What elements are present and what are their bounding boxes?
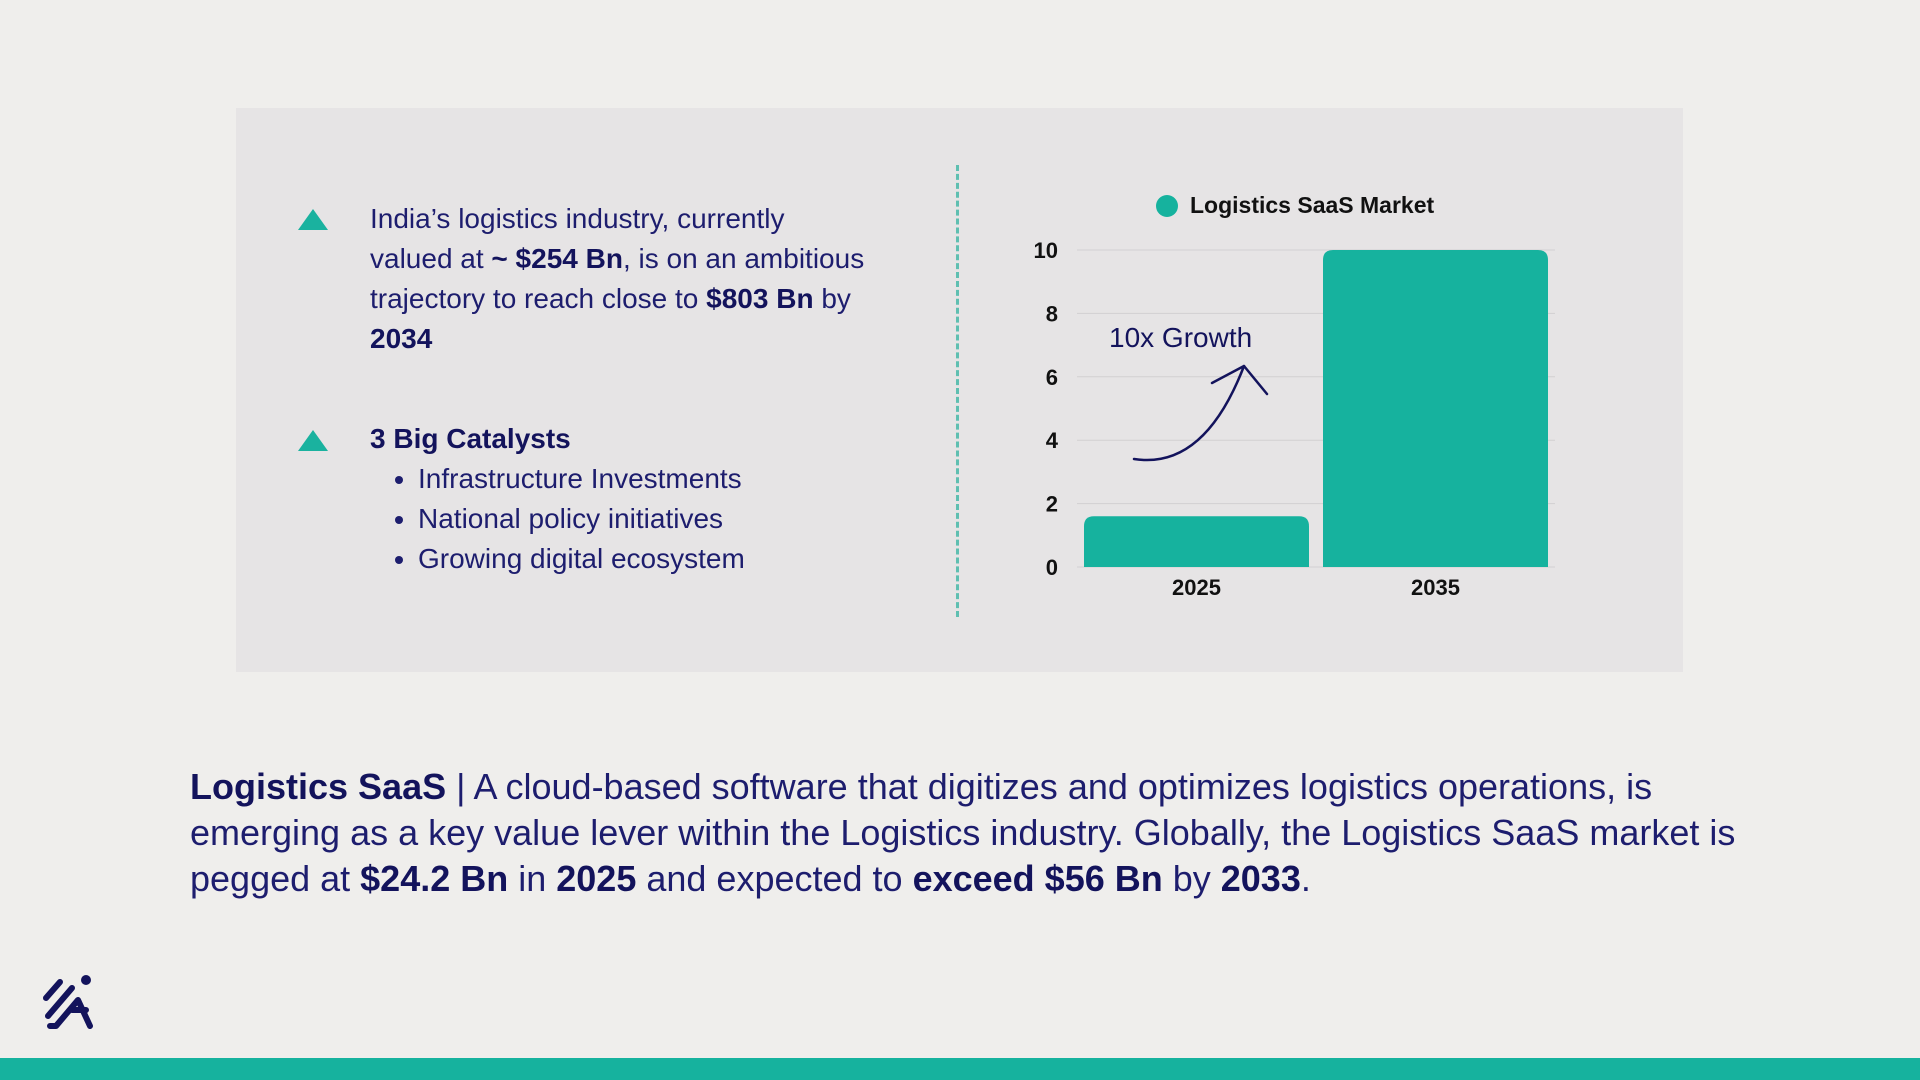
para-text-2: , is on an ambitious trajectory to reach… bbox=[370, 243, 865, 314]
para-text-1: India’s logistics industry, currently va… bbox=[370, 203, 785, 274]
catalysts-title: 3 Big Catalysts bbox=[370, 423, 571, 454]
para-target-value: $803 Bn bbox=[706, 283, 814, 314]
bar-2035 bbox=[1323, 250, 1548, 567]
bottom-accent-bar bbox=[0, 1058, 1920, 1080]
summary-2025-value: $24.2 Bn bbox=[360, 858, 509, 899]
growth-arrow-icon bbox=[1132, 364, 1246, 462]
y-tick-label: 4 bbox=[1046, 428, 1059, 453]
catalyst-item: Growing digital ecosystem bbox=[370, 539, 890, 579]
catalyst-item: National policy initiatives bbox=[370, 499, 890, 539]
x-tick-label: 2035 bbox=[1411, 575, 1460, 600]
legend-label: Logistics SaaS Market bbox=[1190, 192, 1434, 218]
summary-year-2033: 2033 bbox=[1220, 858, 1301, 899]
summary-2033-value: exceed $56 Bn bbox=[912, 858, 1163, 899]
summary-text-2: in bbox=[508, 858, 557, 899]
y-tick-label: 6 bbox=[1046, 365, 1058, 390]
summary-text-5: . bbox=[1300, 858, 1311, 899]
saas-summary: Logistics SaaS | A cloud-based software … bbox=[190, 764, 1750, 902]
panel-divider bbox=[956, 165, 959, 617]
summary-text-1: | A cloud-based software that digitizes … bbox=[190, 766, 1736, 899]
growth-annotation: 10x Growth bbox=[1109, 322, 1252, 353]
bar-2025 bbox=[1084, 516, 1309, 567]
y-tick-label: 10 bbox=[1034, 238, 1058, 263]
saas-market-chart: 0 2 4 6 8 10 2025 2035 Logistics SaaS Market 10x … bbox=[1034, 192, 1555, 600]
para-target-year: 2034 bbox=[370, 323, 433, 354]
y-tick-label: 8 bbox=[1046, 301, 1058, 326]
catalysts-list: Infrastructure Investments National poli… bbox=[370, 459, 890, 579]
summary-text-3: and expected to bbox=[636, 858, 913, 899]
y-tick-label: 2 bbox=[1046, 492, 1058, 517]
summary-text-4: by bbox=[1162, 858, 1221, 899]
y-tick-label: 0 bbox=[1046, 555, 1058, 580]
triangle-bullet-icon bbox=[298, 209, 328, 230]
legend-swatch bbox=[1156, 195, 1178, 217]
x-tick-label: 2025 bbox=[1172, 575, 1221, 600]
catalyst-item: Infrastructure Investments bbox=[370, 459, 890, 499]
industry-paragraph: India’s logistics industry, currently va… bbox=[370, 199, 870, 359]
triangle-bullet-icon bbox=[298, 430, 328, 451]
brand-logo-icon bbox=[43, 975, 93, 1029]
para-text-3: by bbox=[813, 283, 851, 314]
summary-term: Logistics SaaS bbox=[190, 766, 447, 807]
summary-year-2025: 2025 bbox=[556, 858, 637, 899]
arrow-head-icon bbox=[1210, 364, 1269, 396]
para-current-value: ~ $254 Bn bbox=[491, 243, 623, 274]
catalysts-block: 3 Big Catalysts Infrastructure Investmen… bbox=[370, 419, 890, 579]
